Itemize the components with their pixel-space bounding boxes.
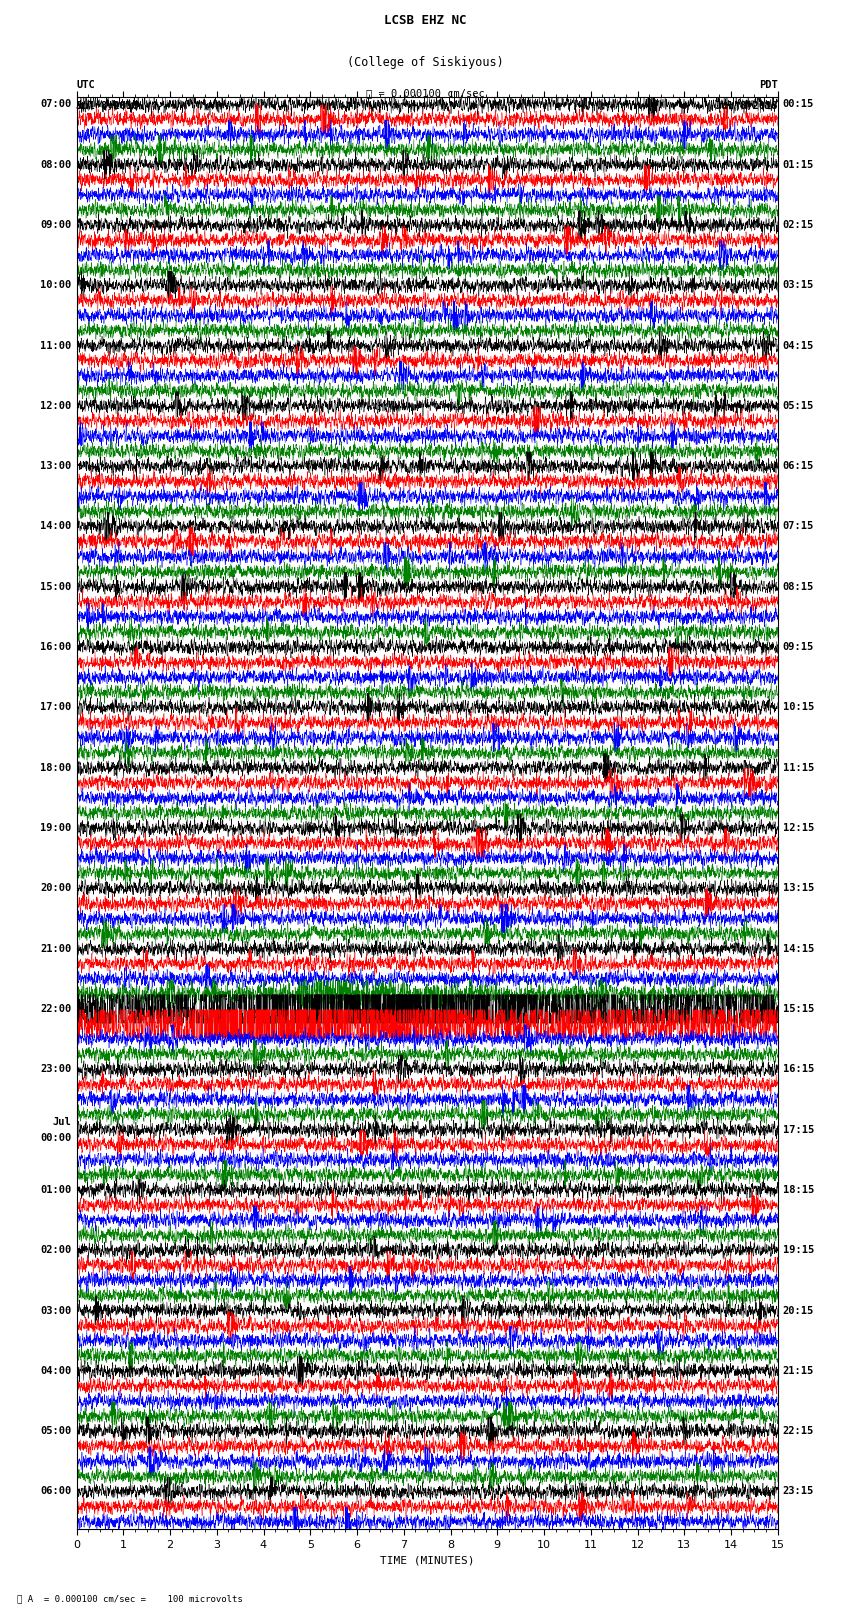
Text: 03:15: 03:15 xyxy=(783,281,814,290)
Text: 09:00: 09:00 xyxy=(40,219,71,231)
Text: 01:15: 01:15 xyxy=(783,160,814,169)
Text: 00:00: 00:00 xyxy=(40,1132,71,1142)
Text: 21:15: 21:15 xyxy=(783,1366,814,1376)
Text: 16:15: 16:15 xyxy=(783,1065,814,1074)
Text: 08:15: 08:15 xyxy=(783,582,814,592)
Text: 14:15: 14:15 xyxy=(783,944,814,953)
Text: 08:00: 08:00 xyxy=(40,160,71,169)
Text: 04:00: 04:00 xyxy=(40,1366,71,1376)
Text: 21:00: 21:00 xyxy=(40,944,71,953)
Text: Jul: Jul xyxy=(53,1116,71,1126)
Text: 15:00: 15:00 xyxy=(40,582,71,592)
Text: 22:15: 22:15 xyxy=(783,1426,814,1436)
Text: 20:00: 20:00 xyxy=(40,884,71,894)
Text: 17:15: 17:15 xyxy=(783,1124,814,1134)
Text: 07:00: 07:00 xyxy=(40,100,71,110)
Text: 23:15: 23:15 xyxy=(783,1487,814,1497)
Text: 07:15: 07:15 xyxy=(783,521,814,531)
Text: 13:00: 13:00 xyxy=(40,461,71,471)
Text: 11:15: 11:15 xyxy=(783,763,814,773)
Text: 15:15: 15:15 xyxy=(783,1003,814,1015)
Text: 12:15: 12:15 xyxy=(783,823,814,832)
X-axis label: TIME (MINUTES): TIME (MINUTES) xyxy=(380,1555,474,1565)
Text: PDT: PDT xyxy=(759,81,778,90)
Text: 19:00: 19:00 xyxy=(40,823,71,832)
Text: UTC: UTC xyxy=(76,81,95,90)
Text: 00:15: 00:15 xyxy=(783,100,814,110)
Text: 05:15: 05:15 xyxy=(783,402,814,411)
Text: (College of Siskiyous): (College of Siskiyous) xyxy=(347,56,503,69)
Text: 05:00: 05:00 xyxy=(40,1426,71,1436)
Text: 19:15: 19:15 xyxy=(783,1245,814,1255)
Text: Jul 8,2018: Jul 8,2018 xyxy=(76,102,139,111)
Text: 02:15: 02:15 xyxy=(783,219,814,231)
Text: ⎸ = 0.000100 cm/sec: ⎸ = 0.000100 cm/sec xyxy=(366,89,484,98)
Text: 23:00: 23:00 xyxy=(40,1065,71,1074)
Text: Jul 8,2018: Jul 8,2018 xyxy=(715,102,778,111)
Text: 09:15: 09:15 xyxy=(783,642,814,652)
Text: 22:00: 22:00 xyxy=(40,1003,71,1015)
Text: ⎸ A  = 0.000100 cm/sec =    100 microvolts: ⎸ A = 0.000100 cm/sec = 100 microvolts xyxy=(17,1594,243,1603)
Text: 14:00: 14:00 xyxy=(40,521,71,531)
Text: 02:00: 02:00 xyxy=(40,1245,71,1255)
Text: LCSB EHZ NC: LCSB EHZ NC xyxy=(383,15,467,27)
Text: 18:15: 18:15 xyxy=(783,1186,814,1195)
Text: 03:00: 03:00 xyxy=(40,1305,71,1316)
Text: 17:00: 17:00 xyxy=(40,702,71,713)
Text: 13:15: 13:15 xyxy=(783,884,814,894)
Text: 10:15: 10:15 xyxy=(783,702,814,713)
Text: 11:00: 11:00 xyxy=(40,340,71,350)
Text: 06:00: 06:00 xyxy=(40,1487,71,1497)
Text: 12:00: 12:00 xyxy=(40,402,71,411)
Text: 18:00: 18:00 xyxy=(40,763,71,773)
Text: 04:15: 04:15 xyxy=(783,340,814,350)
Text: 10:00: 10:00 xyxy=(40,281,71,290)
Text: 16:00: 16:00 xyxy=(40,642,71,652)
Text: 06:15: 06:15 xyxy=(783,461,814,471)
Text: 20:15: 20:15 xyxy=(783,1305,814,1316)
Text: 01:00: 01:00 xyxy=(40,1186,71,1195)
